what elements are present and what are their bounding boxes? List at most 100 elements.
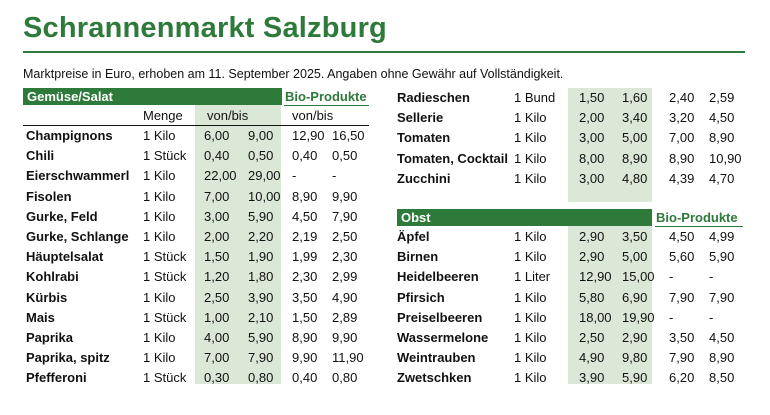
price-to-cell: 0,80: [248, 370, 274, 386]
bio-price-from-cell: 3,50: [669, 330, 695, 345]
product-name: Champignons: [26, 128, 113, 143]
price-from-cell: 12,90: [579, 269, 612, 285]
bio-price-to-cell: 7,90: [332, 208, 358, 224]
price-to-cell: 3,50: [622, 229, 648, 244]
price-to-cell: 3,40: [622, 110, 648, 126]
price-to-cell: 9,00: [248, 128, 274, 143]
price-to-cell: 1,90: [248, 249, 274, 265]
price-from-cell: 4,90: [579, 350, 605, 366]
price-to-cell: 5,00: [622, 249, 648, 265]
bio-price-from-cell: 7,90: [669, 289, 695, 305]
page-subtitle: Marktpreise in Euro, erhoben am 11. Sept…: [23, 67, 564, 81]
bio-price-to-cell: 4,70: [709, 170, 735, 186]
table-row: Zucchini 1 Kilo 3,00 4,80 4,39 4,70: [397, 169, 747, 189]
price-from-cell: 2,90: [579, 249, 605, 265]
price-from-cell: 1,50: [204, 249, 230, 265]
price-to-cell: 2,10: [248, 309, 274, 325]
bio-price-from-cell: -: [292, 168, 297, 184]
product-name: Heidelbeeren: [397, 269, 479, 285]
price-from-cell: 0,40: [204, 148, 230, 164]
bio-price-from-cell: 4,39: [669, 170, 695, 186]
bio-price-from-cell: 1,50: [292, 309, 318, 325]
quantity-cell: 1 Kilo: [514, 150, 547, 166]
price-column-shade: [195, 104, 281, 384]
col-header-underline: [23, 125, 369, 126]
quantity-cell: 1 Kilo: [514, 229, 547, 244]
price-to-cell: 8,90: [622, 150, 648, 166]
col-header-vonbis: von/bis: [207, 108, 249, 123]
quantity-cell: 1 Kilo: [143, 350, 176, 366]
quantity-cell: 1 Kilo: [143, 229, 176, 244]
quantity-cell: 1 Stück: [143, 269, 187, 285]
product-name: Eierschwammerl: [26, 168, 130, 184]
bio-price-from-cell: 7,90: [669, 350, 695, 366]
bio-price-from-cell: 2,19: [292, 229, 318, 244]
bio-price-to-cell: 4,90: [332, 289, 358, 305]
quantity-cell: 1 Kilo: [514, 309, 547, 325]
table-row: Kohlrabi 1 Stück 1,20 1,80 2,30 2,99: [26, 267, 376, 287]
product-name: Tomaten, Cocktail: [397, 150, 509, 166]
price-to-cell: 1,60: [622, 90, 648, 105]
price-column-shade-right-top: [568, 88, 652, 202]
product-name: Chili: [26, 148, 55, 164]
table-row: Paprika, spitz 1 Kilo 7,00 7,90 9,90 11,90: [26, 348, 376, 368]
bio-price-from-cell: 8,90: [292, 188, 318, 204]
bio-price-from-cell: 7,00: [669, 130, 695, 146]
price-to-cell: 5,00: [622, 130, 648, 146]
price-from-cell: 7,00: [204, 188, 230, 204]
price-to-cell: 9,80: [622, 350, 648, 366]
table-row: Tomaten, Cocktail 1 Kilo 8,00 8,90 8,90 10,90: [397, 149, 747, 169]
table-row: Wassermelone 1 Kilo 2,50 2,90 3,50 4,50: [397, 328, 747, 348]
product-name: Paprika, spitz: [26, 350, 110, 366]
price-to-cell: 3,90: [248, 289, 274, 305]
product-name: Preiselbeeren: [397, 309, 483, 325]
quantity-cell: 1 Kilo: [143, 330, 176, 345]
price-to-cell: 0,50: [248, 148, 274, 164]
price-to-cell: 6,90: [622, 289, 648, 305]
price-to-cell: 5,90: [248, 208, 274, 224]
product-name: Mais: [26, 309, 55, 325]
quantity-cell: 1 Stück: [143, 249, 187, 265]
fruit-bio-label-underline: [655, 226, 743, 227]
product-name: Pfefferoni: [26, 370, 87, 386]
bio-price-to-cell: 8,90: [709, 130, 735, 146]
quantity-cell: 1 Stück: [143, 148, 187, 164]
table-row: Fisolen 1 Kilo 7,00 10,00 8,90 9,90: [26, 187, 376, 207]
table-row: Birnen 1 Kilo 2,90 5,00 5,60 5,90: [397, 247, 747, 267]
bio-price-to-cell: 9,90: [332, 330, 358, 345]
fruit-header-bar: Obst: [397, 209, 652, 226]
quantity-cell: 1 Kilo: [514, 330, 547, 345]
price-to-cell: 7,90: [248, 350, 274, 366]
table-row: Mais 1 Stück 1,00 2,10 1,50 2,89: [26, 308, 376, 328]
product-name: Wassermelone: [397, 330, 489, 345]
product-name: Häuptelsalat: [26, 249, 104, 265]
product-name: Zucchini: [397, 170, 451, 186]
quantity-cell: 1 Kilo: [143, 208, 176, 224]
quantity-cell: 1 Kilo: [143, 128, 176, 143]
bio-price-from-cell: 4,50: [669, 229, 695, 244]
bio-price-to-cell: 5,90: [709, 249, 735, 265]
quantity-cell: 1 Kilo: [143, 289, 176, 305]
price-to-cell: 2,90: [622, 330, 648, 345]
table-row: Zwetschken 1 Kilo 3,90 5,90 6,20 8,50: [397, 368, 747, 388]
table-row: Gurke, Feld 1 Kilo 3,00 5,90 4,50 7,90: [26, 207, 376, 227]
price-to-cell: 2,20: [248, 229, 274, 244]
table-row: Pfefferoni 1 Stück 0,30 0,80 0,40 0,80: [26, 368, 376, 388]
quantity-cell: 1 Bund: [514, 90, 556, 105]
price-to-cell: 29,00: [248, 168, 281, 184]
bio-price-from-cell: -: [669, 309, 674, 325]
price-to-cell: 19,90: [622, 309, 655, 325]
bio-price-from-cell: 6,20: [669, 370, 695, 386]
bio-price-from-cell: -: [669, 269, 674, 285]
table-row: Paprika 1 Kilo 4,00 5,90 8,90 9,90: [26, 328, 376, 348]
bio-price-to-cell: 8,90: [709, 350, 735, 366]
bio-price-to-cell: 0,80: [332, 370, 358, 386]
product-name: Kürbis: [26, 289, 68, 305]
quantity-cell: 1 Kilo: [143, 188, 176, 204]
quantity-cell: 1 Kilo: [514, 110, 547, 126]
price-to-cell: 10,00: [248, 188, 281, 204]
table-row: Radieschen 1 Bund 1,50 1,60 2,40 2,59: [397, 88, 747, 108]
bio-price-to-cell: 2,59: [709, 90, 735, 105]
price-from-cell: 2,50: [579, 330, 605, 345]
bio-price-from-cell: 8,90: [292, 330, 318, 345]
